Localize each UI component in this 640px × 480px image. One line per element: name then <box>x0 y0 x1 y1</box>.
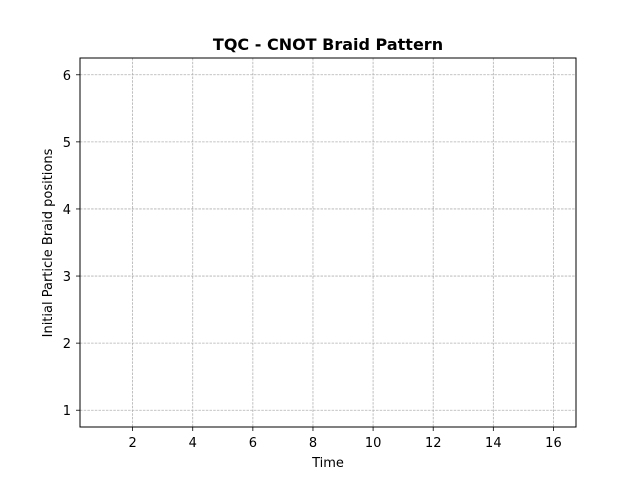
chart-title: TQC - CNOT Braid Pattern <box>213 35 443 54</box>
x-axis-label: Time <box>311 456 344 471</box>
x-tick-label: 12 <box>425 436 442 451</box>
x-tick-label: 16 <box>545 436 562 451</box>
x-tick-label: 4 <box>189 436 197 451</box>
x-tick-label: 8 <box>309 436 317 451</box>
x-tick-label: 10 <box>365 436 382 451</box>
y-tick-label: 2 <box>63 337 71 352</box>
y-tick-label: 3 <box>63 270 71 285</box>
x-tick-label: 2 <box>128 436 136 451</box>
x-tick-label: 6 <box>249 436 257 451</box>
y-tick-label: 6 <box>63 69 71 84</box>
y-axis-label: Initial Particle Braid positions <box>41 148 56 337</box>
y-tick-label: 1 <box>63 404 71 419</box>
plot-area-frame <box>79 57 577 428</box>
y-tick-label: 4 <box>63 203 71 218</box>
x-tick-label: 14 <box>485 436 502 451</box>
y-tick-label: 5 <box>63 136 71 151</box>
grid <box>80 58 576 427</box>
